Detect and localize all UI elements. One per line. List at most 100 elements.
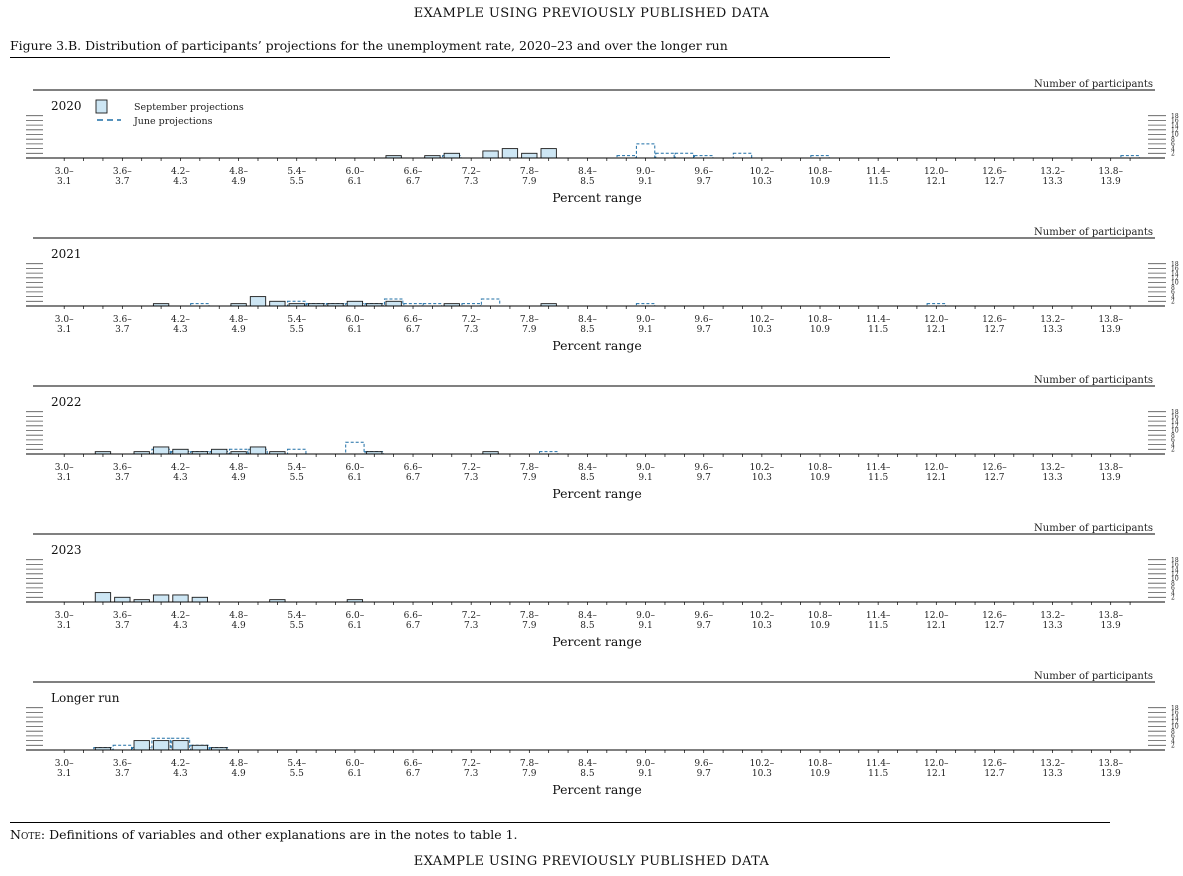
- x-tick-label: 9.0–: [636, 315, 655, 325]
- figure-title: Figure 3.B. Distribution of participants…: [10, 38, 728, 53]
- x-tick-label: 8.5: [580, 621, 595, 631]
- x-tick-label: 10.8–: [808, 611, 833, 621]
- x-tick-label: 4.9: [231, 177, 246, 187]
- x-tick-label: 6.6–: [404, 611, 423, 621]
- x-tick-label: 7.3: [464, 177, 479, 187]
- september-bar: [385, 300, 402, 307]
- x-tick-label: 13.3: [1043, 769, 1063, 779]
- y-axis-label: Number of participants: [1034, 227, 1153, 238]
- y-tick-label: 8: [1171, 136, 1175, 143]
- x-tick-label: 4.2–: [171, 167, 190, 177]
- panel-label: 2021: [51, 247, 82, 261]
- x-tick-label: 4.8–: [229, 167, 248, 177]
- x-tick-label: 7.9: [522, 177, 537, 187]
- x-axis-label: Percent range: [552, 486, 642, 501]
- june-bar: [422, 303, 443, 307]
- y-tick-label: 6: [1171, 289, 1175, 296]
- x-tick-label: 6.0–: [345, 315, 364, 325]
- september-bar: [443, 152, 460, 159]
- y-tick-label: 18: [1171, 557, 1179, 564]
- x-tick-label: 6.7: [406, 621, 421, 631]
- june-bar: [442, 155, 462, 159]
- x-tick-label: 3.0–: [55, 167, 74, 177]
- x-tick-label: 7.8–: [520, 167, 539, 177]
- x-tick-label: 7.9: [522, 325, 537, 335]
- x-tick-label: 13.9: [1101, 325, 1121, 335]
- x-tick-label: 10.8–: [808, 759, 833, 769]
- x-tick-label: 3.1: [57, 769, 71, 779]
- x-tick-label: 5.4–: [287, 167, 306, 177]
- x-tick-label: 8.5: [580, 473, 595, 483]
- x-tick-label: 3.7: [115, 177, 130, 187]
- x-tick-label: 7.3: [464, 473, 479, 483]
- x-tick-label: 8.5: [580, 177, 595, 187]
- x-tick-label: 7.2–: [462, 463, 481, 473]
- x-tick-label: 11.5: [868, 621, 888, 631]
- june-bar: [926, 303, 946, 307]
- panel-label: 2020: [51, 99, 82, 113]
- y-tick-label: 18: [1171, 705, 1179, 712]
- y-tick-label: 14: [1171, 270, 1179, 277]
- x-tick-label: 12.0–: [924, 463, 949, 473]
- june-bar: [403, 303, 423, 307]
- june-bar: [325, 303, 346, 307]
- june-bar: [635, 143, 656, 159]
- x-tick-label: 12.6–: [982, 759, 1007, 769]
- x-tick-label: 7.8–: [520, 759, 539, 769]
- x-tick-label: 12.1: [926, 769, 946, 779]
- x-tick-label: 8.5: [580, 325, 595, 335]
- x-tick-label: 3.7: [115, 473, 130, 483]
- x-tick-label: 8.4–: [578, 611, 597, 621]
- september-bar: [172, 740, 189, 751]
- y-tick-label: 14: [1171, 714, 1179, 721]
- y-tick-label: 6: [1171, 585, 1175, 592]
- september-bar: [172, 594, 189, 603]
- top-banner: EXAMPLE USING PREVIOUSLY PUBLISHED DATA: [413, 6, 770, 21]
- september-bar: [249, 446, 267, 455]
- x-tick-label: 5.4–: [287, 611, 306, 621]
- x-tick-label: 13.8–: [1098, 611, 1123, 621]
- x-tick-label: 7.3: [464, 621, 479, 631]
- x-tick-label: 12.7: [984, 325, 1004, 335]
- x-tick-label: 12.0–: [924, 759, 949, 769]
- x-tick-label: 3.0–: [55, 759, 74, 769]
- y-tick-label: 8: [1171, 284, 1175, 291]
- x-tick-label: 9.7: [697, 325, 712, 335]
- x-tick-label: 13.3: [1043, 621, 1063, 631]
- y-tick-label: 6: [1171, 437, 1175, 444]
- x-tick-label: 4.9: [231, 325, 246, 335]
- x-tick-label: 6.0–: [345, 759, 364, 769]
- x-tick-label: 6.7: [406, 769, 421, 779]
- x-tick-label: 11.5: [868, 177, 888, 187]
- june-bar: [364, 303, 384, 307]
- x-tick-label: 4.2–: [171, 611, 190, 621]
- x-tick-label: 10.3: [752, 769, 772, 779]
- x-tick-label: 6.7: [406, 177, 421, 187]
- x-tick-label: 9.1: [638, 325, 652, 335]
- june-bar: [810, 155, 830, 159]
- september-bar: [269, 300, 286, 307]
- legend-swatch-september: [95, 99, 108, 114]
- y-tick-label: 18: [1171, 113, 1179, 120]
- x-tick-label: 6.7: [406, 473, 421, 483]
- x-tick-label: 9.1: [638, 769, 652, 779]
- june-bar: [635, 303, 656, 307]
- x-tick-label: 9.0–: [636, 611, 655, 621]
- x-tick-label: 13.8–: [1098, 463, 1123, 473]
- x-tick-label: 5.4–: [287, 463, 306, 473]
- september-bar: [501, 148, 519, 159]
- x-tick-label: 6.0–: [345, 463, 364, 473]
- x-tick-label: 12.1: [926, 473, 946, 483]
- y-tick-label: 16: [1171, 710, 1179, 717]
- x-tick-label: 4.3: [173, 325, 188, 335]
- june-bar: [694, 155, 714, 159]
- panel-label: 2023: [51, 543, 82, 557]
- note-text: Definitions of variables and other expla…: [49, 827, 518, 842]
- x-tick-label: 4.9: [231, 473, 246, 483]
- x-tick-label: 3.6–: [113, 463, 132, 473]
- september-bar: [94, 592, 112, 603]
- september-bar: [249, 296, 267, 307]
- x-tick-label: 5.5: [290, 473, 305, 483]
- x-tick-label: 5.5: [290, 177, 305, 187]
